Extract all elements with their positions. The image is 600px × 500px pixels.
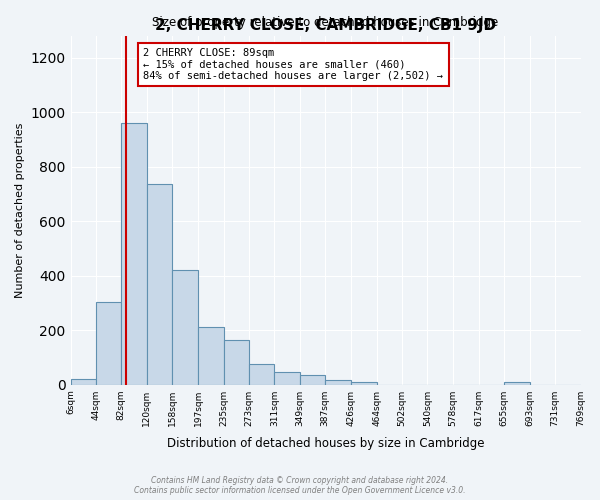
Bar bbox=[147, 184, 172, 384]
X-axis label: Distribution of detached houses by size in Cambridge: Distribution of detached houses by size … bbox=[167, 437, 484, 450]
Y-axis label: Number of detached properties: Number of detached properties bbox=[15, 122, 25, 298]
Bar bbox=[274, 372, 300, 384]
Bar bbox=[198, 328, 224, 384]
Text: Contains HM Land Registry data © Crown copyright and database right 2024.
Contai: Contains HM Land Registry data © Crown c… bbox=[134, 476, 466, 495]
Bar bbox=[249, 364, 274, 384]
Bar bbox=[505, 382, 530, 384]
Bar bbox=[325, 380, 351, 384]
Bar bbox=[351, 382, 377, 384]
Bar bbox=[96, 302, 121, 384]
Bar bbox=[224, 340, 249, 384]
Bar bbox=[121, 123, 147, 384]
Text: 2 CHERRY CLOSE: 89sqm
← 15% of detached houses are smaller (460)
84% of semi-det: 2 CHERRY CLOSE: 89sqm ← 15% of detached … bbox=[143, 48, 443, 81]
Text: Size of property relative to detached houses in Cambridge: Size of property relative to detached ho… bbox=[152, 16, 499, 28]
Bar bbox=[71, 379, 96, 384]
Bar bbox=[172, 270, 198, 384]
Bar bbox=[300, 375, 325, 384]
Title: 2, CHERRY CLOSE, CAMBRIDGE, CB1 9JD: 2, CHERRY CLOSE, CAMBRIDGE, CB1 9JD bbox=[155, 18, 496, 33]
